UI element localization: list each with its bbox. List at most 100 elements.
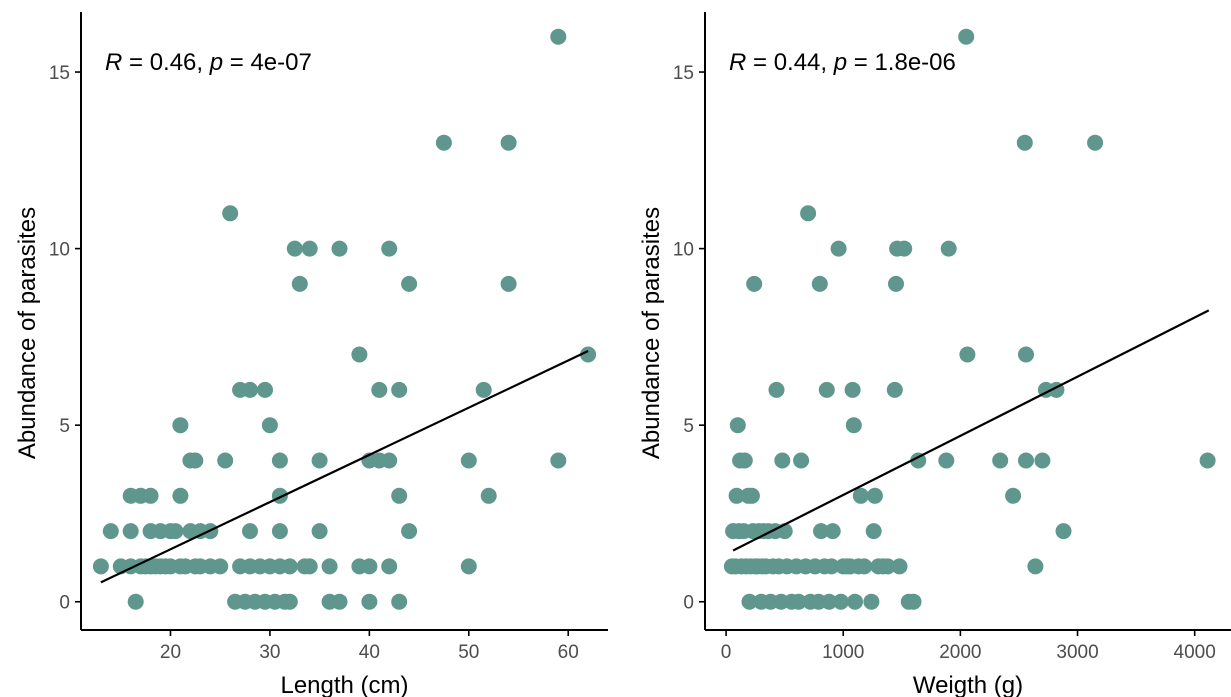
data-point (866, 487, 883, 504)
x-tick-label: 20 (160, 642, 181, 663)
data-point (1016, 134, 1033, 151)
data-point (865, 523, 882, 540)
data-point (361, 558, 378, 575)
data-point (910, 452, 927, 469)
data-point (321, 558, 338, 575)
data-point (331, 240, 348, 257)
data-point (271, 452, 288, 469)
data-point (1027, 558, 1044, 575)
data-point (844, 381, 861, 398)
y-tick-label: 0 (683, 593, 694, 614)
data-point (381, 558, 398, 575)
x-tick-label: 40 (359, 642, 380, 663)
length-correlation-annotation: R = 0.46, p = 4e-07 (105, 49, 312, 76)
data-point (992, 452, 1009, 469)
data-point (728, 487, 745, 504)
data-point (940, 240, 957, 257)
y-tick-label: 0 (59, 593, 70, 614)
data-point (852, 487, 869, 504)
r-value: = 0.44, (746, 49, 833, 76)
length-x-axis-title: Length (cm) (280, 672, 408, 697)
data-point (391, 487, 408, 504)
data-point (856, 558, 873, 575)
data-point (790, 593, 807, 610)
data-point (142, 487, 159, 504)
length-fit-line (100, 350, 589, 584)
data-point (187, 452, 204, 469)
data-point (401, 275, 418, 292)
weight-x-axis-title: Weigth (g) (913, 672, 1023, 697)
y-tick-label: 15 (673, 63, 694, 84)
x-tick-label: 0 (721, 642, 732, 663)
data-point (460, 558, 477, 575)
data-point (746, 275, 763, 292)
data-point (800, 205, 817, 222)
data-point (435, 134, 452, 151)
data-point (291, 275, 308, 292)
data-point (845, 417, 862, 434)
data-point (1018, 346, 1034, 363)
data-point (888, 275, 904, 292)
weight-correlation-annotation: R = 0.44, p = 1.8e-06 (729, 49, 956, 76)
data-point (102, 523, 119, 540)
data-point (261, 417, 278, 434)
weight-panel: 0 1000 2000 3000 4000 0 5 10 15 R = 0.44, p = 1… (638, 12, 1231, 697)
data-point (127, 593, 144, 610)
data-point (891, 558, 908, 575)
data-point (212, 558, 229, 575)
data-point (774, 452, 791, 469)
p-value: = 4e-07 (223, 49, 312, 76)
x-tick-label: 50 (458, 642, 479, 663)
data-point (172, 417, 189, 434)
y-tick-label: 10 (49, 240, 70, 261)
data-point (311, 523, 328, 540)
y-tick-label: 10 (673, 240, 694, 261)
y-tick-label: 5 (59, 416, 70, 437)
data-point (331, 593, 348, 610)
weight-x-ticks: 0 1000 2000 3000 4000 (721, 630, 1216, 663)
data-point (172, 487, 189, 504)
x-tick-label: 2000 (939, 642, 981, 663)
data-point (1087, 134, 1104, 151)
data-point (550, 28, 567, 45)
data-point (959, 346, 976, 363)
data-point (167, 523, 184, 540)
data-point (938, 452, 955, 469)
data-point (1018, 452, 1034, 469)
data-point (813, 523, 829, 540)
data-point (217, 452, 234, 469)
length-x-ticks: 20 30 40 50 60 (160, 630, 579, 663)
p-symbol: p (209, 49, 223, 76)
data-point (286, 240, 303, 257)
weight-y-axis-title: Abundance of parasites (638, 207, 665, 459)
data-point (371, 381, 388, 398)
data-point (301, 558, 318, 575)
data-point (863, 593, 880, 610)
data-point (301, 240, 318, 257)
y-tick-label: 15 (49, 63, 70, 84)
data-point (821, 593, 838, 610)
data-point (896, 240, 913, 257)
p-value: = 1.8e-06 (847, 49, 956, 76)
data-point (550, 452, 567, 469)
r-symbol: R (105, 49, 122, 76)
data-point (830, 240, 847, 257)
data-point (580, 346, 597, 363)
data-point (242, 523, 258, 540)
x-tick-label: 3000 (1056, 642, 1098, 663)
data-point (811, 275, 828, 292)
length-y-axis-title: Abundance of parasites (14, 207, 41, 459)
length-panel: 20 30 40 50 60 0 5 10 15 R = 0.46, p = 4e-07 Le… (14, 12, 608, 697)
data-point (475, 381, 492, 398)
data-point (958, 28, 975, 45)
x-tick-label: 60 (558, 642, 579, 663)
r-symbol: R (729, 49, 746, 76)
data-point (351, 346, 368, 363)
data-point (381, 240, 398, 257)
data-point (311, 452, 328, 469)
data-point (271, 523, 288, 540)
data-point (886, 381, 903, 398)
data-point (832, 593, 849, 610)
data-point (1199, 452, 1216, 469)
data-point (905, 593, 922, 610)
